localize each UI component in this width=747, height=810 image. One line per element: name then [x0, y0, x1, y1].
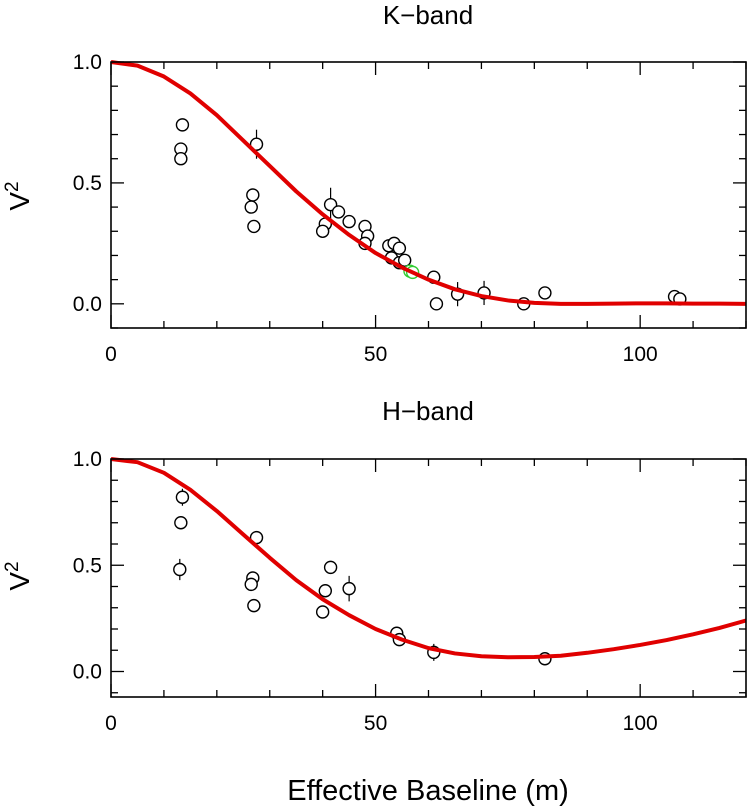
h-band-data-point [323, 560, 338, 575]
h-band-y-tick-label: 1.0 [73, 448, 102, 471]
k-band-tick-labels: 0 50 100 0.0 0.5 1.0 [73, 51, 658, 366]
k-band-y-axis-label-sup: 2 [2, 181, 23, 192]
k-band-data-point [538, 286, 552, 300]
h-band-data-point [174, 516, 188, 530]
k-band-panel: K−band V2 0 50 100 0.0 0.5 1.0 [2, 0, 747, 366]
k-band-title: K−band [383, 0, 473, 30]
h-band-data-point [315, 605, 330, 619]
k-band-data-point [342, 214, 356, 229]
k-band-data-point [246, 188, 260, 202]
k-band-data-point [392, 241, 407, 255]
h-band-plot-frame [110, 458, 747, 698]
k-band-data-point [315, 224, 330, 238]
h-band-errorbars [179, 488, 546, 663]
h-band-ticks [110, 458, 747, 697]
h-band-data-point [342, 581, 356, 596]
k-band-x-tick-label: 0 [105, 343, 117, 366]
h-band-y-tick-label: 0.5 [73, 554, 102, 577]
h-band-data-point [247, 598, 261, 613]
h-band-data-point [318, 584, 333, 598]
k-band-data-point [331, 205, 346, 219]
h-band-panel: H−band V2 0 50 100 0.0 0.5 1.0 [2, 396, 747, 735]
k-band-y-tick-label: 0.0 [73, 293, 102, 316]
k-band-ticks [110, 61, 747, 329]
k-band-y-tick-label: 1.0 [73, 51, 102, 74]
h-band-data-point [173, 562, 187, 577]
k-band-data-point [244, 200, 258, 214]
h-band-points [173, 490, 552, 666]
h-band-y-axis-label-sup: 2 [2, 561, 23, 572]
h-band-y-tick-label: 0.0 [73, 661, 102, 684]
k-band-data-point [247, 219, 261, 234]
k-band-data-point [174, 152, 188, 166]
h-band-x-tick-label: 100 [623, 712, 658, 735]
k-band-data-point [249, 137, 264, 151]
k-band-plot-frame [110, 61, 747, 329]
k-band-data-point [429, 297, 444, 311]
k-band-x-tick-label: 50 [364, 343, 387, 366]
h-band-title: H−band [382, 396, 474, 426]
h-band-x-tick-label: 50 [364, 712, 387, 735]
k-band-data-point [397, 253, 412, 267]
k-band-data-point [175, 118, 190, 132]
k-band-x-tick-label: 100 [623, 343, 658, 366]
x-axis-label: Effective Baseline (m) [287, 775, 569, 807]
h-band-x-tick-label: 0 [105, 712, 117, 735]
h-band-y-axis-label: V2 [2, 561, 35, 590]
k-band-y-tick-label: 0.5 [73, 172, 102, 195]
k-band-model-curve [110, 60, 747, 306]
h-band-data-point [175, 490, 190, 504]
h-band-tick-labels: 0 50 100 0.0 0.5 1.0 [73, 448, 658, 735]
k-band-y-axis-label: V2 [2, 181, 35, 210]
h-band-data-point [244, 577, 258, 592]
h-band-model-curve [110, 457, 747, 660]
